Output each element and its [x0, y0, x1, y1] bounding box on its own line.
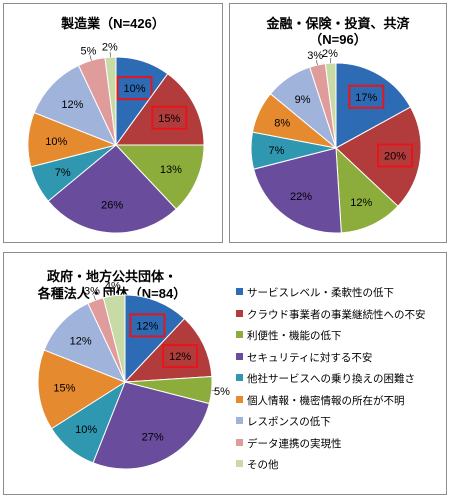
highlight-box	[129, 313, 166, 338]
legend-label: レスポンスの低下	[247, 416, 331, 428]
pie-slice	[124, 294, 186, 384]
data-label: 9%	[295, 94, 311, 106]
chart-title-line1: 政府・地方公共団体・	[46, 269, 177, 284]
data-label: 15%	[53, 383, 75, 395]
pie-slice	[253, 147, 342, 234]
highlight-box	[377, 143, 413, 168]
data-label: 4%	[105, 280, 121, 292]
data-label: 2%	[322, 48, 338, 60]
legend-swatch	[236, 395, 243, 403]
label-leader-line	[211, 389, 217, 392]
legend-swatch	[236, 331, 243, 338]
pie-chart-government: 12% 12% 5% 27% 10% 15% 12% 3% 4%	[37, 280, 230, 470]
pie-slice	[92, 381, 210, 470]
label-leader-line	[113, 290, 115, 296]
data-label: 12%	[350, 197, 372, 209]
data-label: 10%	[123, 83, 145, 95]
chart-title-line2: （N=96）	[309, 32, 367, 47]
data-label: 10%	[75, 424, 97, 436]
data-label: 5%	[214, 386, 230, 398]
data-label: 13%	[160, 164, 182, 176]
chart-title-line1: 金融・保険・投資、共済	[266, 16, 410, 31]
pie-chart-finance: 17% 20% 12% 22% 7% 8% 9% 3%2%	[250, 48, 422, 234]
data-label: 7%	[269, 145, 285, 157]
data-label: 2%	[102, 42, 118, 54]
data-label: 22%	[290, 191, 312, 203]
chart-title: 製造業（N=426）	[61, 16, 165, 31]
legend-label: サービスレベル・柔軟性の低下	[247, 287, 394, 299]
legend-swatch	[236, 374, 243, 381]
data-label: 3%	[307, 50, 323, 62]
pie-slice	[115, 73, 205, 146]
label-leader-line	[93, 295, 96, 301]
data-label: 5%	[81, 45, 97, 57]
data-label: 10%	[45, 136, 67, 148]
legend-label: その他	[247, 459, 279, 471]
highlight-box	[151, 105, 188, 130]
data-label: 20%	[384, 151, 406, 163]
legend-label: クラウド事業者の事業継続性への不安	[247, 308, 426, 321]
label-leader-line	[89, 55, 92, 61]
data-label: 8%	[274, 118, 290, 130]
legend-swatch	[236, 438, 243, 446]
pie-slice	[37, 349, 127, 430]
pie-slice	[335, 62, 412, 149]
legend-label: 他社サービスへの乗り換えの困難さ	[247, 373, 415, 385]
legend-label: データ連携の実現性	[247, 437, 342, 450]
data-label: 12%	[169, 351, 191, 363]
data-label: 12%	[70, 335, 92, 347]
pie-slice	[33, 64, 117, 146]
label-leader-line	[315, 60, 318, 66]
chart-title-line2: 各種法人・団体（N=84）	[37, 286, 187, 301]
legend-label: セキュリティに対する不安	[247, 351, 373, 364]
data-label: 27%	[142, 431, 164, 443]
data-label: 12%	[136, 320, 158, 332]
highlight-box	[348, 84, 385, 109]
chart-panel-government: 政府・地方公共団体・ 各種法人・団体（N=84） 12% 12% 5% 27% 10% 1…	[3, 252, 447, 495]
data-label: 26%	[101, 200, 123, 212]
legend-label: 利便性・機能の低下	[247, 330, 342, 342]
legend-swatch	[236, 352, 243, 360]
legend-label: 個人情報・機密情報の所在が不明	[247, 394, 405, 407]
pie-slice	[43, 302, 126, 383]
legend-swatch	[236, 417, 243, 424]
pie-chart-manufacturing: 10% 15% 13% 26% 7% 10% 12% 5% 2%	[27, 42, 205, 234]
highlight-box	[162, 344, 199, 369]
highlight-box	[116, 76, 153, 101]
pie-slice	[114, 144, 205, 210]
data-label: 12%	[61, 99, 83, 111]
data-label: 15%	[158, 113, 180, 125]
legend-swatch	[236, 309, 243, 317]
data-label: 3%	[84, 285, 100, 297]
data-label: 7%	[55, 167, 71, 179]
legend-swatch	[236, 288, 243, 295]
pie-slice	[335, 146, 399, 234]
pie-slice	[47, 144, 177, 234]
data-label: 17%	[355, 92, 377, 104]
chart-panel-manufacturing: 製造業（N=426） 10% 15% 13% 26% 7% 10% 12% 5% 2%	[3, 3, 223, 243]
legend-swatch	[236, 460, 243, 467]
chart-panel-finance: 金融・保険・投資、共済 （N=96） 17% 20% 12% 22% 7% 8% 9% 3% 2…	[229, 3, 447, 243]
